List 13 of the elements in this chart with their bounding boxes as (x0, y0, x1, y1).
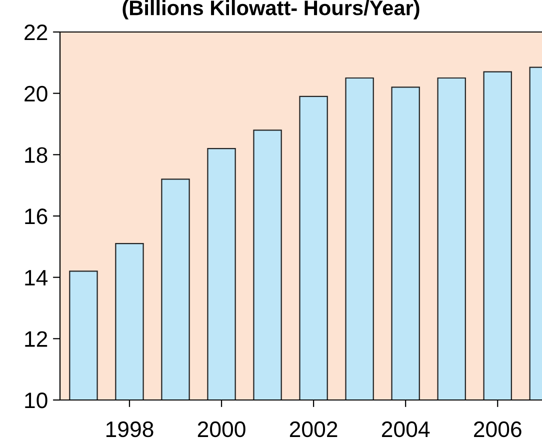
y-tick-label: 18 (25, 147, 48, 163)
y-tick-label: 22 (24, 24, 48, 40)
x-tick-label: 2004 (382, 421, 430, 438)
y-tick-label: 12 (25, 331, 48, 347)
y-tick-label: 10 (25, 392, 48, 408)
x-tick-label: 2006 (474, 421, 522, 438)
y-tick-label: 14 (25, 270, 48, 286)
x-tick-label: 1998 (106, 421, 154, 438)
x-tick-label: 2000 (198, 421, 246, 438)
y-tick-label: 20 (24, 86, 48, 102)
y-tick-label: 16 (25, 208, 48, 224)
x-tick-label: 2002 (290, 421, 338, 438)
chart-title: (Billions Kilowatt- Hours/Year) (122, 0, 420, 20)
